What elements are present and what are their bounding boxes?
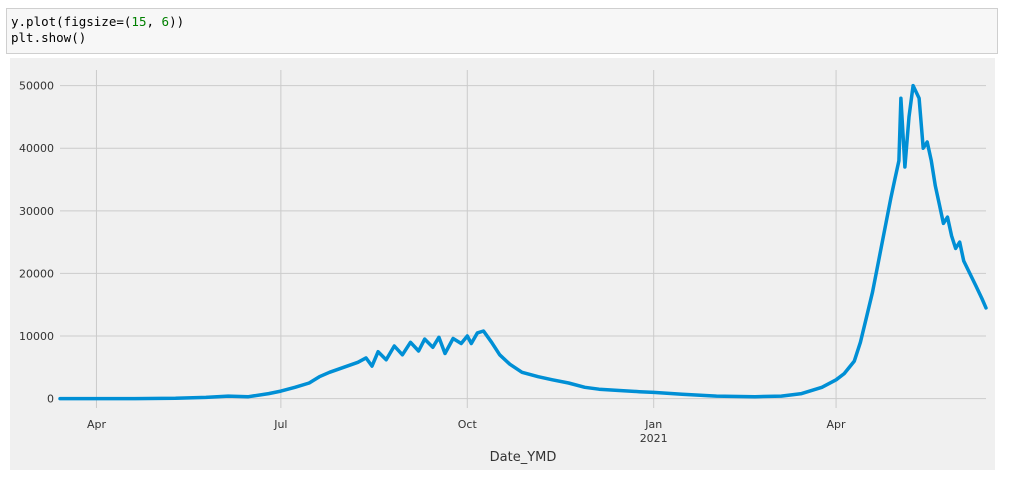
y-tick-label: 40000: [19, 142, 54, 155]
x-tick-label: Jul: [273, 418, 287, 431]
y-tick-label: 0: [47, 393, 54, 406]
plot-area: [60, 70, 986, 408]
y-tick-label: 50000: [19, 80, 54, 93]
code-number: 15: [131, 14, 147, 29]
x-tick-label: Apr: [87, 418, 107, 431]
x-tick-sublabel: 2021: [640, 432, 668, 445]
code-line-1: y.plot(figsize=(15, 6)): [11, 14, 997, 30]
code-text: y.plot(figsize=(: [11, 14, 132, 29]
y-tick-label: 30000: [19, 205, 54, 218]
code-line-2: plt.show(): [11, 30, 87, 45]
line-chart: 0 10000 20000 30000 40000 50000 Apr Jul Oct Jan20…: [19, 70, 988, 465]
code-text: ,: [146, 14, 162, 29]
series-line: [58, 83, 988, 401]
y-tick-label: 10000: [19, 330, 54, 343]
code-cell[interactable]: y.plot(figsize=(15, 6)) plt.show(): [6, 8, 998, 54]
x-tick-label: Jan: [644, 418, 662, 431]
x-tick-label: Apr: [827, 418, 847, 431]
x-axis-label: Date_YMD: [490, 450, 557, 465]
y-tick-label: 20000: [19, 267, 54, 280]
code-number: 6: [161, 14, 170, 29]
x-tick-label: Oct: [458, 418, 478, 431]
code-text: )): [169, 14, 185, 29]
